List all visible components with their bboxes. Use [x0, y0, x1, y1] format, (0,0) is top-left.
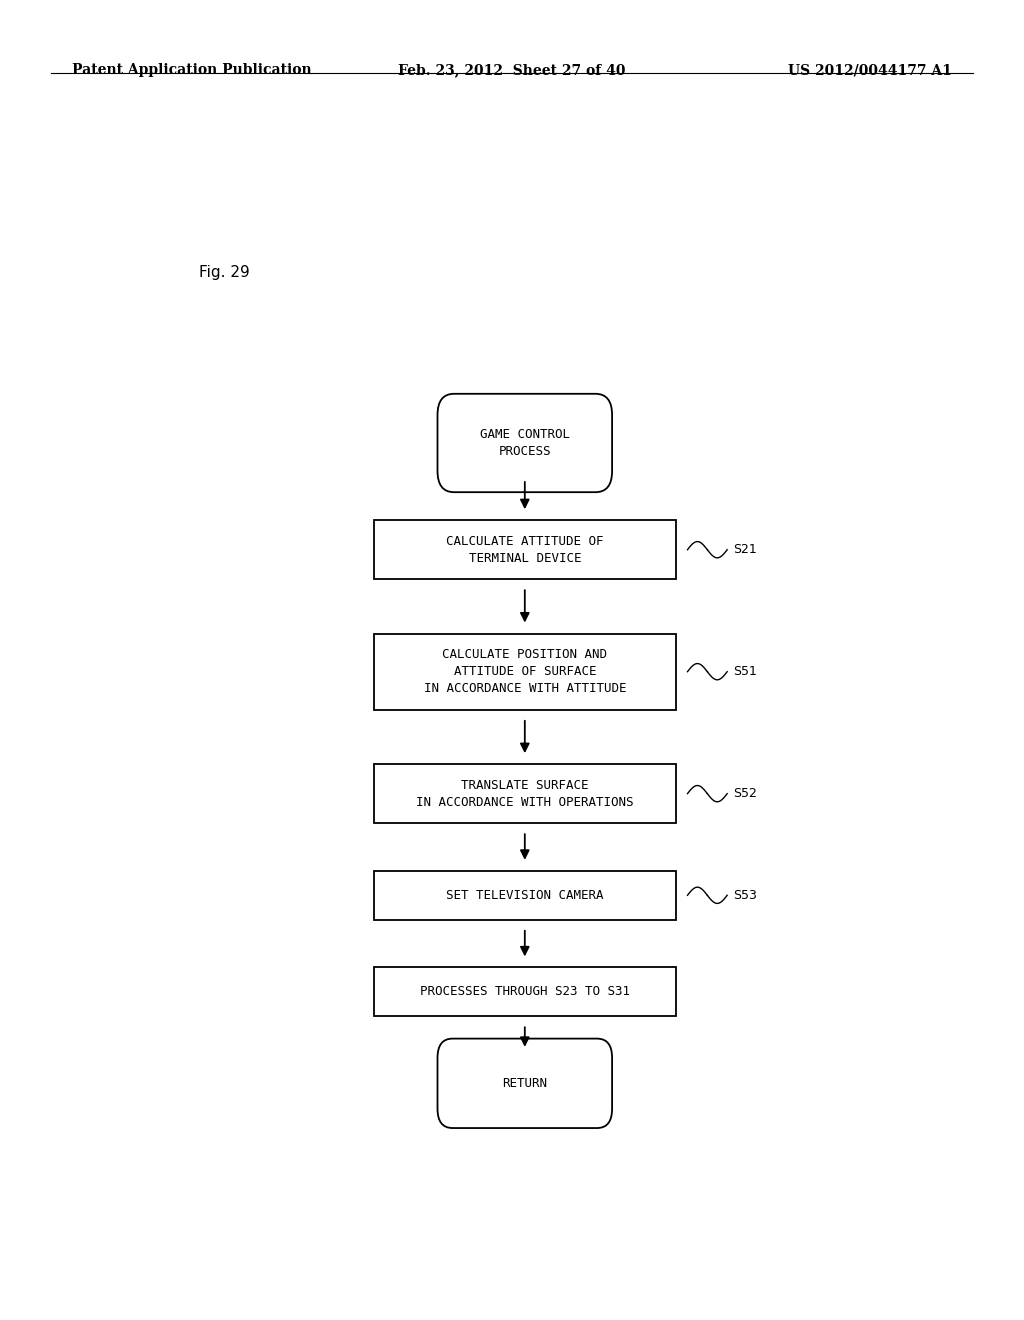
Text: CALCULATE ATTITUDE OF
TERMINAL DEVICE: CALCULATE ATTITUDE OF TERMINAL DEVICE [446, 535, 603, 565]
Bar [374, 520, 676, 579]
Text: SET TELEVISION CAMERA: SET TELEVISION CAMERA [446, 888, 603, 902]
Text: Patent Application Publication: Patent Application Publication [72, 63, 311, 78]
Text: CALCULATE POSITION AND
ATTITUDE OF SURFACE
IN ACCORDANCE WITH ATTITUDE: CALCULATE POSITION AND ATTITUDE OF SURFA… [424, 648, 626, 696]
Bar [374, 634, 676, 710]
Text: PROCESSES THROUGH S23 TO S31: PROCESSES THROUGH S23 TO S31 [420, 985, 630, 998]
Bar [374, 764, 676, 824]
Bar [374, 871, 676, 920]
FancyBboxPatch shape [437, 393, 612, 492]
Text: Fig. 29: Fig. 29 [200, 265, 250, 280]
Text: GAME CONTROL
PROCESS: GAME CONTROL PROCESS [480, 428, 569, 458]
Text: Feb. 23, 2012  Sheet 27 of 40: Feb. 23, 2012 Sheet 27 of 40 [398, 63, 626, 78]
Text: S51: S51 [733, 665, 758, 678]
Bar [374, 968, 676, 1016]
Text: US 2012/0044177 A1: US 2012/0044177 A1 [788, 63, 952, 78]
Text: S21: S21 [733, 544, 758, 556]
Text: TRANSLATE SURFACE
IN ACCORDANCE WITH OPERATIONS: TRANSLATE SURFACE IN ACCORDANCE WITH OPE… [416, 779, 634, 809]
Text: S53: S53 [733, 888, 758, 902]
Text: RETURN: RETURN [503, 1077, 547, 1090]
Text: S52: S52 [733, 787, 758, 800]
FancyBboxPatch shape [437, 1039, 612, 1129]
